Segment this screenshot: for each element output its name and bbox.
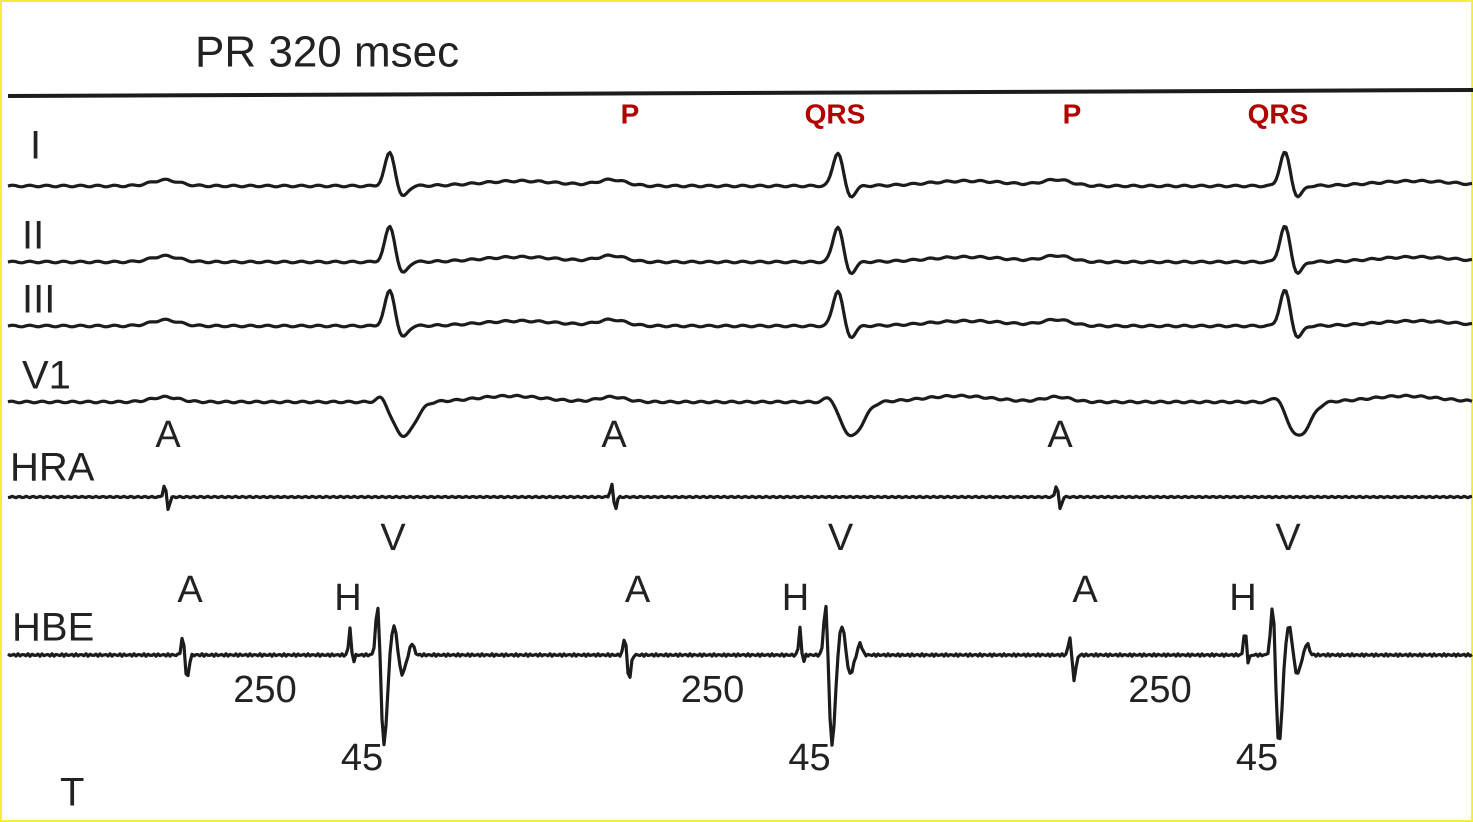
trace-ii xyxy=(7,224,1473,276)
lead-label: I xyxy=(30,124,41,168)
hbe-a-label: A xyxy=(177,569,203,611)
wave-annotation: QRS xyxy=(805,98,866,129)
hbe-v-label: V xyxy=(828,517,854,559)
wave-annotation: P xyxy=(621,98,640,129)
hra-a-label: A xyxy=(1047,414,1073,456)
hv-interval: 45 xyxy=(788,737,830,779)
hv-interval: 45 xyxy=(341,737,383,779)
lead-label: HRA xyxy=(10,446,95,490)
hbe-v-label: V xyxy=(1275,517,1301,559)
top-rule xyxy=(7,88,1473,98)
lead-label: HBE xyxy=(12,606,94,650)
hra-a-label: A xyxy=(155,414,181,456)
ah-interval: 250 xyxy=(681,669,744,711)
trace-iii xyxy=(7,288,1473,340)
ah-interval: 250 xyxy=(233,669,296,711)
wave-annotation: P xyxy=(1063,98,1082,129)
hra-a-label: A xyxy=(601,414,627,456)
hbe-h-label: H xyxy=(334,577,361,619)
hbe-a-label: A xyxy=(625,569,651,611)
lead-label: T xyxy=(60,771,84,815)
hbe-v-label: V xyxy=(380,517,406,559)
hbe-h-label: H xyxy=(782,577,809,619)
lead-label: III xyxy=(22,278,55,322)
hv-interval: 45 xyxy=(1236,737,1278,779)
ah-interval: 250 xyxy=(1128,669,1191,711)
hbe-h-label: H xyxy=(1229,577,1256,619)
hbe-a-label: A xyxy=(1072,569,1098,611)
title: PR 320 msec xyxy=(195,28,459,77)
lead-label: II xyxy=(22,214,44,258)
trace-hra xyxy=(7,482,1473,511)
trace-i xyxy=(7,150,1473,199)
wave-annotation: QRS xyxy=(1248,98,1309,129)
trace-v1 xyxy=(7,393,1473,439)
lead-label: V1 xyxy=(22,354,71,398)
trace-hbe xyxy=(7,604,1473,747)
